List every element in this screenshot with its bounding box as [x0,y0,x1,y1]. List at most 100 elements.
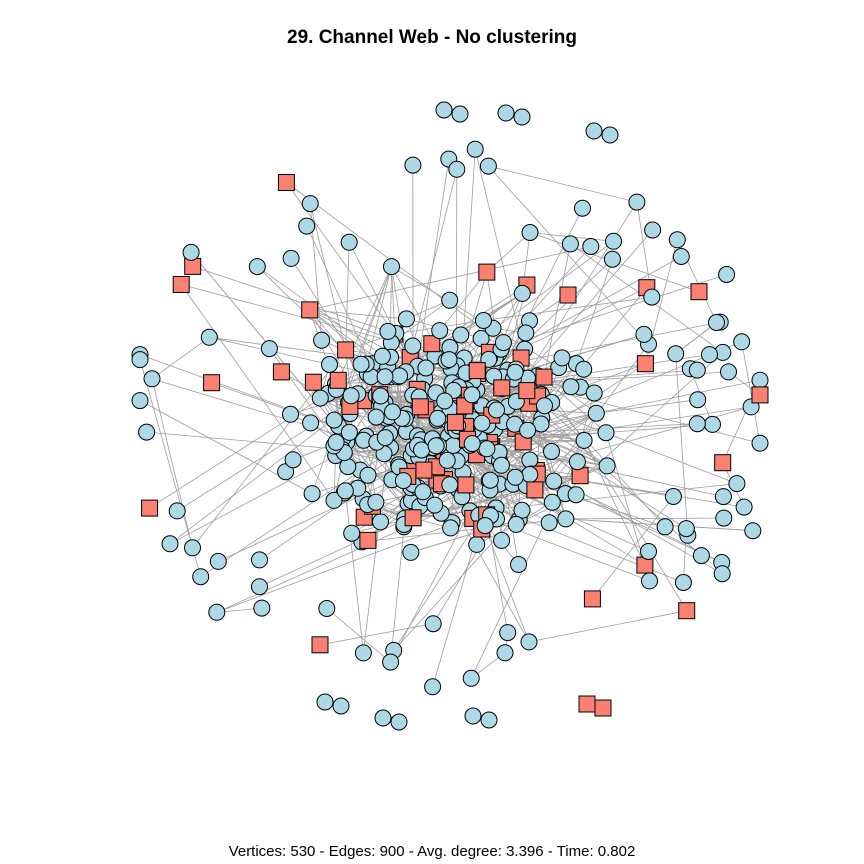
circle-node [298,217,316,235]
node-layer [131,101,769,731]
circle-node [282,405,299,423]
square-node [478,263,496,281]
circle-node [131,351,149,369]
circle-node [585,122,603,140]
circle-node [448,160,466,178]
circle-node [316,693,334,711]
circle-node [744,522,762,540]
circle-node [562,378,580,396]
circle-node [521,224,539,241]
square-node [714,454,732,472]
circle-node [379,322,397,340]
circle-node [598,457,616,475]
graph-edge [478,515,650,582]
square-node [535,368,553,386]
circle-node [435,101,453,119]
circle-node [376,429,394,447]
graph-edge [483,296,652,321]
circle-node [674,574,692,591]
square-node [636,355,654,373]
circle-node [373,347,391,365]
square-node [301,301,319,319]
circle-node [464,707,482,725]
graph-edge [488,165,649,345]
graph-edge [151,378,193,548]
graph-edge [344,490,364,653]
graph-edge [675,353,689,536]
graph-edge [541,417,608,467]
circle-node [200,328,218,346]
circle-node [429,409,447,427]
square-node [411,398,429,416]
circle-node [372,387,390,405]
circle-node [568,453,586,471]
graph-edge [309,309,407,320]
circle-node [302,414,320,432]
square-node [690,283,708,301]
circle-node [301,195,319,213]
circle-node [473,414,491,432]
circle-node [251,551,268,569]
circle-node [325,411,343,429]
circle-node [327,433,345,451]
circle-node [143,370,161,388]
circle-node [414,483,432,501]
circle-node [284,451,302,469]
circle-node [442,519,460,537]
circle-node [340,423,358,441]
circle-node [427,437,445,455]
graph-edge [528,610,687,643]
square-node [359,531,377,549]
circle-node [466,140,484,158]
circle-node [493,531,511,549]
circle-node [667,345,685,363]
graph-edge [319,623,434,646]
circle-node [497,104,515,122]
circle-node [520,633,538,651]
circle-node [343,524,361,542]
circle-node [397,310,415,328]
square-node [526,481,544,499]
circle-node [282,249,300,267]
circle-node [494,334,512,352]
circle-node [635,325,653,343]
circle-node [714,488,732,506]
graph-edge [390,510,471,663]
circle-node [519,421,537,439]
circle-node [209,552,227,570]
circle-node [561,235,579,253]
circle-node [704,415,721,433]
square-node [184,257,202,275]
graph-edge [146,431,412,457]
circle-node [339,458,357,476]
graph-edge [309,203,346,350]
circle-node [517,324,535,342]
square-node [678,602,696,620]
plot-title: 29. Channel Web - No clustering [287,27,577,48]
circle-node [325,491,343,509]
circle-node [507,515,525,533]
circle-node [390,713,408,731]
square-node [457,476,475,494]
square-node [594,699,612,717]
circle-node [545,472,563,490]
circle-node [441,476,459,494]
circle-node [311,389,329,407]
circle-node [182,243,200,261]
circle-node [553,349,571,367]
circle-node [131,392,149,410]
circle-node [248,258,266,276]
circle-node [451,105,469,123]
circle-node [641,572,658,590]
graph-edge [439,271,488,331]
circle-node [701,346,718,364]
circle-node [715,509,733,527]
circle-node [479,157,497,175]
square-node [583,590,601,608]
circle-node [688,361,706,379]
circle-node [640,543,657,560]
square-node [493,379,511,397]
graph-edge [741,341,761,444]
graph-edge [596,399,698,414]
graph-edge [151,336,210,380]
